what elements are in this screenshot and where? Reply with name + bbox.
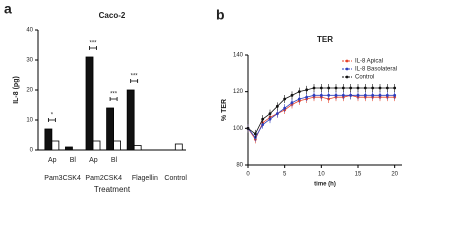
data-point (305, 95, 309, 99)
y-tick-label: 120 (233, 89, 244, 95)
data-point (290, 101, 294, 105)
data-point (393, 93, 397, 97)
panel-letter: b (216, 7, 225, 23)
y-axis-label: % TER (221, 99, 228, 121)
legend-label: IL-8 Apical (355, 59, 383, 65)
data-point (385, 93, 389, 97)
significance-bracket (89, 46, 97, 50)
x-tick-label: 5 (283, 172, 287, 178)
x-axis-label: time (h) (314, 182, 336, 188)
y-tick-label: 0 (30, 148, 34, 154)
data-point (385, 86, 389, 90)
data-point (275, 104, 279, 108)
data-point (349, 86, 353, 90)
bar (44, 128, 53, 151)
panel-letter: a (4, 1, 12, 17)
data-point (349, 93, 353, 97)
y-tick-label: 10 (26, 118, 33, 124)
figure: a Caco-2 IL-8 (pg) Treatment 0 10 20 30 40 Ap Pam3… (4, 1, 402, 194)
data-point (268, 117, 272, 121)
chart-title: TER (317, 35, 333, 44)
x-tick-label: 10 (318, 172, 325, 178)
data-point (261, 123, 265, 127)
data-point (246, 126, 250, 130)
data-point (363, 93, 367, 97)
legend-swatch (345, 67, 349, 71)
data-point (268, 112, 272, 116)
y-tick-label: 30 (26, 58, 33, 64)
group-label: Control (164, 175, 187, 182)
significance-label: *** (110, 92, 118, 98)
data-point (283, 106, 287, 110)
data-point (319, 93, 323, 97)
x-tick-label: Ap (48, 157, 57, 164)
data-point (312, 93, 316, 97)
significance-label: *** (90, 41, 98, 47)
significance-label: *** (131, 74, 139, 80)
data-point (334, 86, 338, 90)
legend-label: Control (355, 75, 374, 81)
y-axis-label: IL-8 (pg) (13, 76, 20, 104)
significance-bracket (109, 97, 118, 101)
data-point (290, 93, 294, 97)
bar (126, 89, 135, 151)
data-point (327, 93, 331, 97)
bar (92, 140, 101, 151)
bar (174, 143, 183, 151)
data-point (327, 86, 331, 90)
data-point (363, 86, 367, 90)
data-point (312, 86, 316, 90)
data-point (356, 86, 360, 90)
y-tick-label: 20 (26, 88, 33, 94)
data-point (283, 97, 287, 101)
data-point (371, 86, 375, 90)
data-point (378, 93, 382, 97)
data-point (261, 117, 265, 121)
y-tick-label: 100 (233, 126, 244, 132)
data-point (305, 88, 309, 92)
data-point (393, 86, 397, 90)
data-point (334, 93, 338, 97)
bar (133, 145, 142, 151)
data-point (297, 97, 301, 101)
y-tick-label: 40 (26, 28, 33, 34)
group-label: Pam3CSK4 (44, 175, 81, 182)
y-tick-label: 140 (233, 53, 244, 59)
y-tick-label: 80 (236, 163, 243, 169)
x-axis-label: Treatment (94, 185, 131, 194)
legend-swatch (345, 75, 349, 79)
bar (85, 56, 94, 151)
data-point (297, 90, 301, 94)
bar (106, 107, 114, 151)
data-point (341, 86, 345, 90)
legend-swatch (345, 59, 349, 63)
bar (113, 140, 121, 151)
chart-title: Caco-2 (99, 11, 126, 20)
significance-bracket (130, 79, 139, 83)
x-tick-label: Ap (89, 157, 98, 164)
x-tick-label: Bl (70, 157, 77, 164)
significance-label: * (51, 113, 54, 119)
x-tick-label: 20 (391, 172, 398, 178)
data-point (378, 86, 382, 90)
x-tick-label: 15 (355, 172, 362, 178)
data-point (371, 93, 375, 97)
bar (65, 146, 73, 151)
group-label: Flagellin (132, 175, 158, 182)
x-tick-label: 0 (246, 172, 250, 178)
data-point (356, 93, 360, 97)
x-tick-label: Bl (111, 157, 118, 164)
significance-bracket (47, 118, 56, 122)
legend-label: IL-8 Basolateral (355, 67, 397, 73)
bar (51, 140, 60, 151)
data-point (319, 86, 323, 90)
data-point (275, 112, 279, 116)
data-point (341, 93, 345, 97)
group-label: Pam2CSK4 (85, 175, 122, 182)
data-point (253, 132, 257, 136)
